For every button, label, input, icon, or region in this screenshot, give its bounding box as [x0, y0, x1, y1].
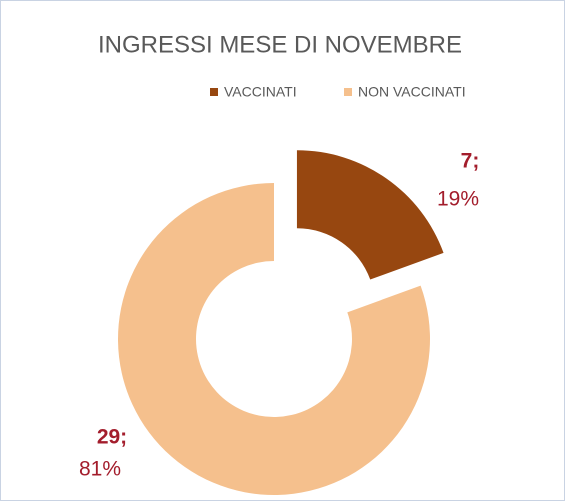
legend-swatch [344, 88, 352, 96]
donut-slice [296, 150, 444, 280]
data-label-value: 29; [97, 426, 127, 449]
legend-label: VACCINATI [224, 84, 297, 100]
data-label-percent: 19% [437, 188, 479, 211]
data-label-value: 7; [461, 150, 480, 173]
donut-slice [118, 183, 430, 495]
legend-label: NON VACCINATI [358, 84, 466, 100]
chart-title: INGRESSI MESE DI NOVEMBRE [98, 31, 462, 58]
data-label-percent: 81% [79, 458, 121, 481]
legend-swatch [210, 88, 218, 96]
